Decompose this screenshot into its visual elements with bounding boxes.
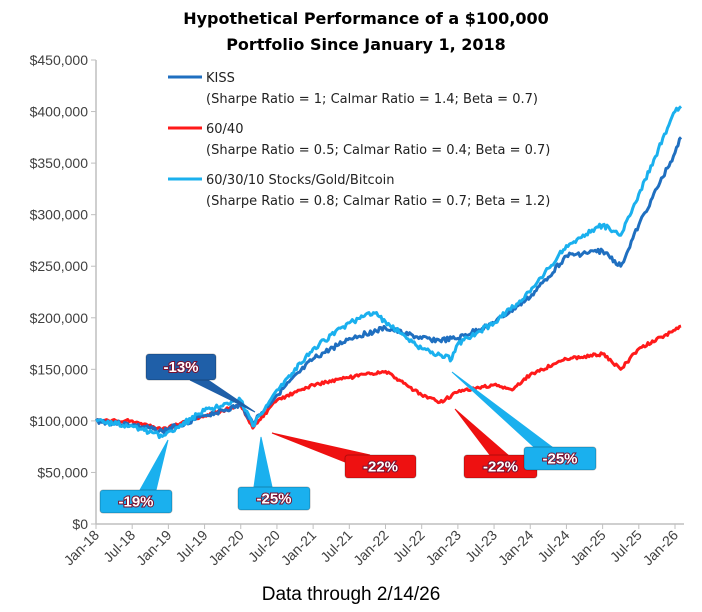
x-tick-label: Jul-19 bbox=[172, 527, 210, 565]
legend-stats: (Sharpe Ratio = 0.8; Calmar Ratio = 0.7;… bbox=[206, 194, 550, 209]
x-tick-label: Jan-19 bbox=[133, 527, 175, 569]
series-line-2 bbox=[95, 105, 683, 440]
y-tick-label: $50,000 bbox=[37, 464, 88, 480]
x-tick-label: Jan-25 bbox=[567, 527, 609, 569]
y-tick-label: $250,000 bbox=[30, 258, 89, 274]
drawdown-callout: -13% bbox=[145, 353, 256, 413]
x-tick-label: Jan-18 bbox=[61, 527, 103, 569]
callout-label: -22% bbox=[363, 459, 398, 476]
callout-box bbox=[99, 489, 173, 514]
drawdown-callout: -22% bbox=[271, 432, 417, 479]
x-tick-label: Jan-22 bbox=[350, 527, 392, 569]
callout-label: -13% bbox=[163, 359, 198, 376]
callout-label: -25% bbox=[256, 491, 291, 508]
y-tick-label: $300,000 bbox=[30, 207, 89, 223]
callout-pointer bbox=[451, 371, 554, 448]
callout-label: -19% bbox=[118, 494, 153, 511]
x-tick-label: Jan-24 bbox=[495, 527, 537, 569]
callout-box bbox=[344, 454, 417, 479]
x-tick-label: Jan-23 bbox=[422, 527, 464, 569]
callout-box bbox=[145, 353, 217, 381]
y-tick-label: $100,000 bbox=[30, 413, 89, 429]
callout-pointer bbox=[253, 436, 273, 488]
drawdown-callout: -25% bbox=[237, 436, 311, 511]
x-tick-label: Jul-24 bbox=[534, 527, 572, 565]
y-tick-label: $200,000 bbox=[30, 310, 89, 326]
callout-box bbox=[523, 446, 597, 471]
y-tick-label: $450,000 bbox=[30, 52, 89, 68]
callout-label: -25% bbox=[542, 451, 577, 468]
x-tick-label: Jul-23 bbox=[462, 527, 500, 565]
callout-pointer bbox=[139, 439, 169, 491]
callout-box bbox=[237, 486, 311, 511]
x-tick-label: Jan-21 bbox=[278, 527, 320, 569]
x-tick-label: Jan-26 bbox=[640, 527, 682, 569]
x-tick-label: Jan-20 bbox=[205, 527, 247, 569]
y-tick-label: $150,000 bbox=[30, 361, 89, 377]
callout-label: -22% bbox=[483, 459, 518, 476]
legend-label: 60/40 bbox=[206, 122, 243, 137]
chart-title-line1: Hypothetical Performance of a $100,000 bbox=[183, 9, 549, 28]
legend-label: 60/30/10 Stocks/Gold/Bitcoin bbox=[206, 173, 395, 188]
y-tick-label: $350,000 bbox=[30, 155, 89, 171]
x-tick-label: Jul-21 bbox=[317, 527, 355, 565]
x-tick-label: Jul-18 bbox=[100, 527, 138, 565]
legend-label: KISS bbox=[206, 71, 235, 86]
chart-title-line2: Portfolio Since January 1, 2018 bbox=[226, 35, 506, 54]
y-tick-label: $400,000 bbox=[30, 104, 89, 120]
x-tick-label: Jul-20 bbox=[245, 527, 283, 565]
drawdown-callout: -25% bbox=[451, 371, 597, 471]
legend-stats: (Sharpe Ratio = 0.5; Calmar Ratio = 0.4;… bbox=[206, 143, 550, 158]
x-tick-label: Jul-22 bbox=[390, 527, 428, 565]
drawdown-callout: -19% bbox=[99, 439, 173, 514]
x-tick-label: Jul-25 bbox=[607, 527, 645, 565]
drawdown-callout: -22% bbox=[454, 408, 538, 479]
footnote: Data through 2/14/26 bbox=[262, 584, 441, 605]
y-tick-label: $0 bbox=[72, 516, 88, 532]
legend-stats: (Sharpe Ratio = 1; Calmar Ratio = 1.4; B… bbox=[206, 92, 538, 107]
